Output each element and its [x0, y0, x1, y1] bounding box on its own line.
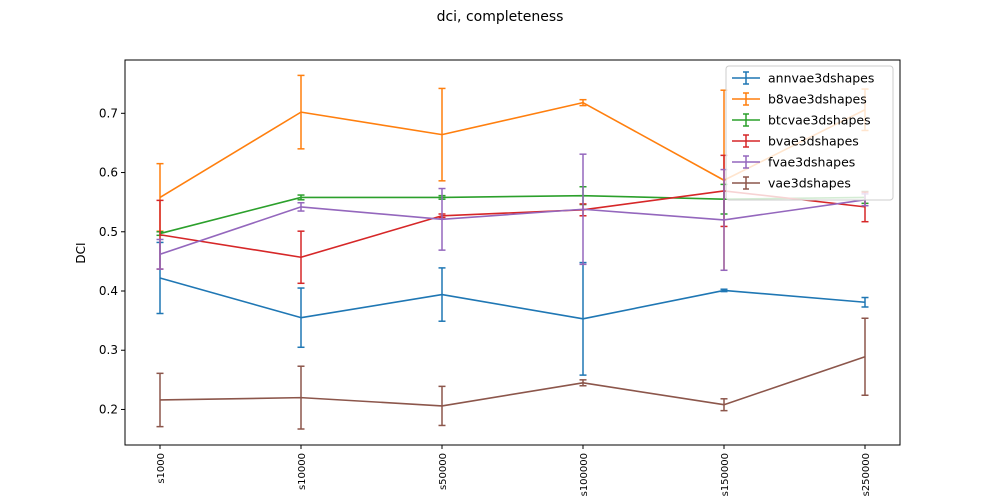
legend-label: vae3dshapes [768, 176, 851, 191]
y-tick-label: 0.5 [99, 225, 118, 239]
legend-label: annvae3dshapes [768, 71, 874, 86]
legend-label: fvae3dshapes [768, 155, 855, 170]
y-axis-label: DCI [74, 242, 88, 263]
legend-item: fvae3dshapes [732, 155, 855, 170]
y-axis-ticks: 0.2 0.3 0.4 0.5 0.6 0.7 [99, 106, 125, 416]
legend-item: btcvae3dshapes [732, 113, 871, 128]
y-tick-label: 0.3 [99, 343, 118, 357]
legend-item: b8vae3dshapes [732, 92, 867, 107]
legend-box [725, 65, 894, 201]
y-tick-label: 0.4 [99, 284, 118, 298]
y-tick-label: 0.6 [99, 166, 118, 180]
y-tick-label: 0.7 [99, 106, 118, 120]
legend-item: annvae3dshapes [732, 71, 874, 86]
x-tick-label: s1000 [156, 453, 167, 484]
y-tick-label: 0.2 [99, 402, 118, 416]
series-line [159, 198, 866, 256]
legend-label: b8vae3dshapes [768, 92, 867, 107]
legend-item: vae3dshapes [732, 176, 851, 191]
series-vae3dshapes [156, 317, 869, 430]
legend: annvae3dshapes b8vae3dshapes btcvae3dshape… [725, 65, 894, 201]
legend-label: btcvae3dshapes [768, 113, 871, 128]
series-line [159, 355, 866, 407]
legend-label: bvae3dshapes [768, 134, 859, 149]
series-fvae3dshapes [156, 153, 869, 272]
x-axis-ticks: s1000 s10000 s50000 s100000 s150000 s250000 [156, 445, 872, 496]
x-tick-label: s10000 [297, 453, 308, 490]
x-tick-label: s150000 [720, 453, 731, 496]
series-annvae3dshapes [156, 241, 869, 376]
x-tick-label: s50000 [438, 453, 449, 490]
series-line [159, 277, 866, 320]
chart-title: dci, completeness [437, 9, 564, 25]
plot-frame [124, 59, 901, 446]
x-tick-label: s100000 [579, 453, 590, 496]
series-line [159, 190, 866, 259]
axes-frame [124, 59, 901, 446]
x-tick-label: s250000 [861, 453, 872, 496]
legend-item: bvae3dshapes [732, 134, 859, 149]
